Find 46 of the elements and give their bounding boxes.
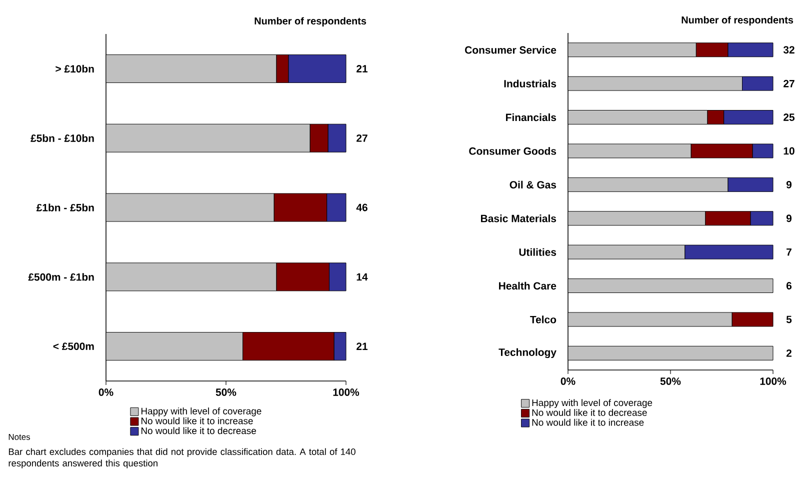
legend-label: No would like it to increase (532, 418, 644, 426)
x-tick-label: 50% (216, 388, 236, 396)
y-tick-label: £5bn - £10bn (30, 134, 94, 142)
y-tick-label: Consumer Goods (469, 147, 556, 155)
y-tick-label: £500m - £1bn (28, 273, 94, 281)
legend-label: Happy with level of coverage (141, 407, 262, 416)
text: 21 (356, 65, 368, 72)
text: 14 (356, 273, 368, 280)
y-tick-label: Technology (498, 348, 556, 358)
text: 10 (784, 147, 794, 155)
y-tick-label: Utilities (519, 248, 556, 256)
text: Number of respondents (254, 17, 366, 26)
text: 46 (356, 204, 368, 212)
y-tick-label: Health Care (499, 282, 556, 290)
text: 6 (786, 282, 792, 290)
x-tick-label: 0% (560, 378, 576, 385)
text: Number of respondents (682, 16, 794, 26)
legend-label: No would like it to decrease (532, 408, 647, 416)
text: 32 (783, 46, 794, 54)
y-tick-label: Consumer Service (465, 46, 556, 54)
y-tick-label: > £10bn (56, 64, 94, 73)
legend-label: No would like it to increase (141, 417, 253, 424)
x-tick-label: 100% (333, 388, 360, 396)
text: 9 (786, 214, 792, 222)
text: Bar chart excludes companies that did not provide classification data. A total of 140 respondents answered this question (8, 448, 356, 468)
y-tick-label: Telco (530, 316, 556, 324)
legend-label: Happy with level of coverage (532, 399, 652, 408)
text: 9 (786, 180, 792, 188)
text: 27 (784, 80, 794, 88)
text: 27 (356, 134, 368, 142)
legend-label: No would like it to decrease (141, 427, 256, 434)
y-tick-label: Industrials (504, 80, 556, 88)
y-tick-label: Oil & Gas (510, 180, 556, 189)
x-tick-label: 50% (660, 378, 681, 385)
x-tick-label: 100% (760, 378, 786, 385)
x-tick-label: 0% (98, 388, 114, 396)
text: 21 (356, 342, 368, 350)
y-tick-label: Financials (506, 113, 556, 122)
text: Notes (8, 434, 30, 440)
text: 7 (786, 248, 792, 256)
y-tick-label: Basic Materials (481, 214, 556, 222)
text: 5 (786, 316, 792, 324)
y-tick-label: £1bn - £5bn (36, 204, 94, 212)
text: 2 (786, 350, 792, 357)
y-tick-label: < £500m (53, 342, 94, 350)
text: 25 (784, 114, 795, 121)
